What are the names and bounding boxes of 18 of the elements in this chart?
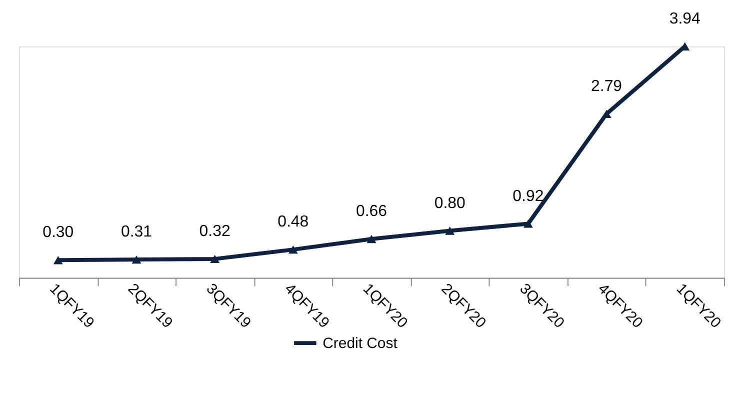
data-label: 0.32 <box>199 223 230 240</box>
data-label: 0.30 <box>42 224 74 242</box>
data-label: 0.80 <box>434 194 466 212</box>
data-label: 0.92 <box>512 188 544 205</box>
point <box>366 234 376 244</box>
point <box>210 254 220 264</box>
point <box>288 245 298 254</box>
point <box>53 256 63 264</box>
data-label: 0.66 <box>356 203 388 220</box>
point <box>602 110 612 118</box>
legend-label: Credit Cost <box>322 335 398 352</box>
point <box>523 220 533 228</box>
point <box>445 226 455 235</box>
data-label: 2.79 <box>591 78 622 95</box>
data-label: 0.48 <box>278 214 309 231</box>
data-label: 3.94 <box>669 10 701 28</box>
point <box>132 255 142 264</box>
data-label: 0.31 <box>120 224 152 241</box>
